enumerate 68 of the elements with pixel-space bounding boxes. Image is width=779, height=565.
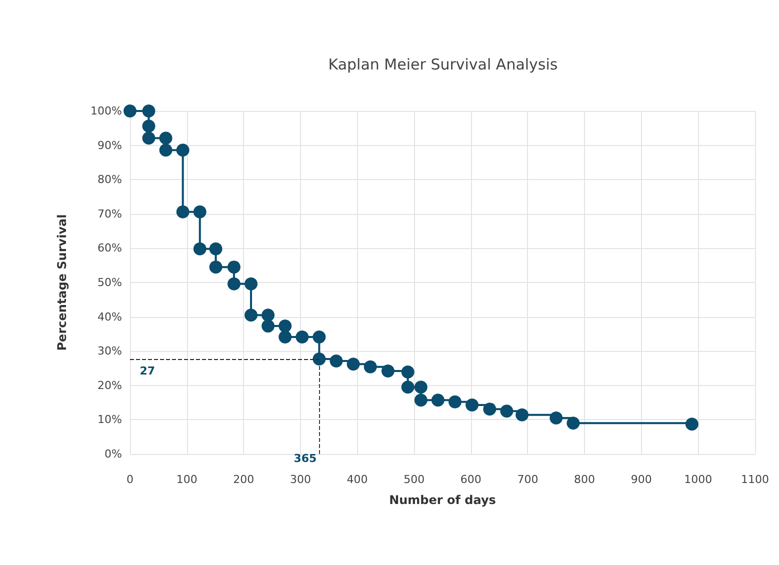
x-tick-label: 1100 (741, 473, 769, 486)
x-tick-label: 900 (630, 473, 652, 486)
y-axis-title: Percentage Survival (55, 214, 69, 351)
point (296, 330, 309, 344)
x-tick-label: 600 (460, 473, 482, 486)
point (312, 330, 326, 344)
point (227, 260, 240, 274)
x-tick-label: 500 (404, 473, 425, 486)
point (500, 404, 514, 418)
point (685, 418, 698, 431)
point (566, 416, 580, 430)
point (278, 330, 292, 344)
x-tick-label: 300 (290, 473, 311, 486)
point (244, 308, 258, 322)
y-tick-label: 50% (98, 276, 122, 289)
annotation: 365 (294, 452, 317, 465)
point (193, 205, 206, 218)
point (159, 144, 172, 157)
point (516, 408, 529, 422)
point (262, 320, 275, 333)
point (142, 120, 156, 133)
point (193, 242, 206, 256)
y-tick-label: 10% (98, 413, 122, 426)
point (227, 277, 240, 290)
point (483, 402, 496, 416)
x-tick-label: 100 (176, 473, 198, 486)
x-tick-label: 700 (517, 473, 538, 486)
point (448, 395, 462, 408)
x-tick-label: 1000 (684, 473, 712, 486)
point (346, 358, 360, 371)
y-tick-label: 100% (90, 104, 122, 118)
point (278, 320, 292, 333)
point (159, 132, 172, 145)
point (401, 366, 414, 379)
point (176, 205, 190, 218)
point (142, 132, 156, 145)
x-tick-label: 800 (574, 473, 596, 486)
point (262, 308, 275, 322)
point (330, 354, 343, 368)
point (381, 364, 394, 378)
point (209, 260, 222, 274)
point (124, 104, 136, 118)
point (176, 144, 190, 157)
y-tick-label: 90% (98, 138, 122, 152)
y-tick-label: 30% (98, 344, 122, 358)
point (312, 352, 326, 366)
point (142, 104, 156, 118)
point (209, 242, 222, 256)
y-tick-label: 70% (98, 207, 122, 220)
annotation: 27 (140, 364, 155, 378)
point (244, 277, 258, 290)
x-tick-label: 400 (346, 473, 368, 486)
point (466, 398, 479, 412)
point (364, 360, 377, 374)
chart-title: Kaplan Meier Survival Analysis (328, 56, 558, 74)
point (431, 394, 444, 407)
point (414, 380, 428, 394)
x-axis-title: Number of days (389, 493, 496, 507)
point (401, 380, 414, 394)
y-tick-label: 80% (98, 173, 122, 186)
y-tick-label: 40% (98, 310, 122, 324)
y-tick-label: 20% (98, 378, 122, 392)
y-tick-label: 60% (98, 242, 122, 255)
y-tick-label: 0% (104, 448, 122, 460)
point (414, 394, 428, 407)
x-tick-label: 0 (126, 473, 134, 486)
point (550, 411, 563, 424)
x-tick-label: 200 (233, 473, 254, 486)
